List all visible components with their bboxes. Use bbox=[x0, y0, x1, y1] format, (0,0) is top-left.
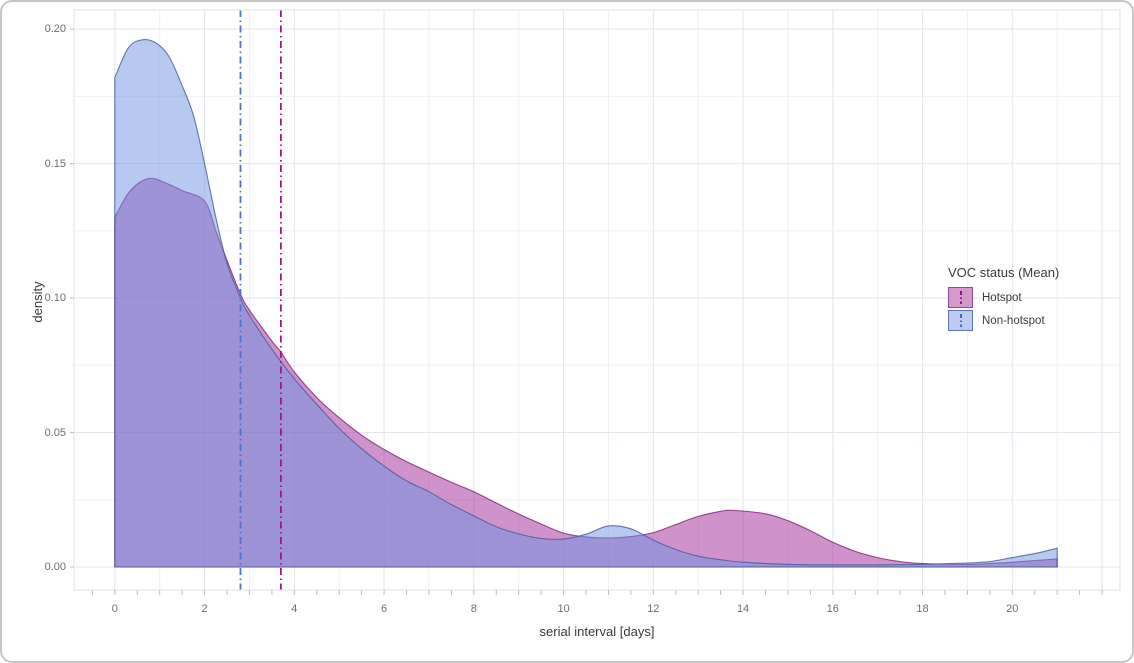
panel-border bbox=[73, 9, 1121, 591]
x-tick-label: 14 bbox=[736, 603, 750, 615]
hotspot-mean-line-icon bbox=[959, 291, 962, 304]
density-area-non-hotspot bbox=[114, 39, 1058, 568]
x-tick-label: 12 bbox=[647, 603, 660, 615]
x-tick-label: 0 bbox=[111, 603, 118, 615]
x-tick-label: 10 bbox=[557, 603, 570, 615]
x-tick-label: 16 bbox=[826, 603, 839, 615]
density-areas bbox=[114, 39, 1058, 568]
y-tick-label: 0.00 bbox=[44, 561, 66, 573]
mean-lines bbox=[239, 10, 282, 590]
x-tick-label: 4 bbox=[291, 603, 298, 615]
legend-label-non-hotspot: Non-hotspot bbox=[982, 314, 1045, 327]
x-tick-label: 20 bbox=[1006, 603, 1019, 615]
x-tick-label: 18 bbox=[916, 603, 929, 615]
x-axis-title: serial interval [days] bbox=[539, 624, 655, 639]
y-tick-label: 0.15 bbox=[44, 157, 66, 170]
non-hotspot-mean-line-icon bbox=[959, 314, 962, 327]
non-hotspot-key-swatch bbox=[948, 310, 973, 331]
y-tick-label: 0.05 bbox=[44, 426, 66, 439]
x-tick-label: 8 bbox=[470, 603, 477, 615]
legend-item-non-hotspot: Non-hotspot bbox=[948, 310, 1059, 331]
gridlines bbox=[74, 10, 1120, 590]
legend-label-hotspot: Hotspot bbox=[982, 291, 1022, 304]
legend-title: VOC status (Mean) bbox=[948, 265, 1060, 280]
y-tick-label: 0.10 bbox=[44, 292, 66, 305]
y-axis-title: density bbox=[30, 281, 45, 323]
legend: VOC status (Mean) Hotspot Non-hotspot bbox=[948, 265, 1059, 333]
hotspot-key-swatch bbox=[948, 287, 973, 308]
x-tick-label: 6 bbox=[381, 603, 388, 615]
legend-item-hotspot: Hotspot bbox=[948, 287, 1059, 308]
y-tick-label: 0.20 bbox=[44, 23, 66, 36]
axis-ticks bbox=[70, 28, 1103, 595]
x-tick-label: 2 bbox=[201, 603, 208, 615]
